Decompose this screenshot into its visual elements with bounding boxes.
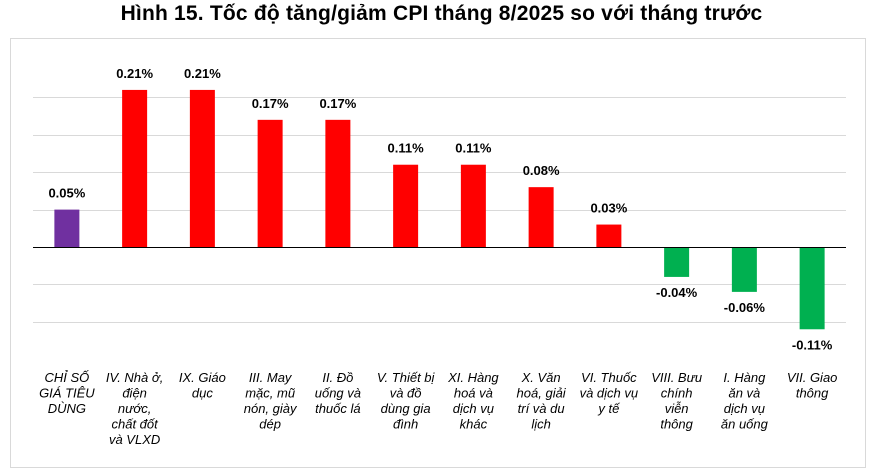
category-label-line: và dịch vụ xyxy=(580,386,639,401)
category-label-line: chính xyxy=(661,386,693,401)
category-label-11: I. Hàng ăn và dịch vụ ăn uống xyxy=(721,370,769,432)
data-label-10: -0.04% xyxy=(656,285,698,300)
data-label-11: -0.06% xyxy=(724,300,766,315)
data-label-8: 0.08% xyxy=(523,163,560,178)
category-label-line: trí và du xyxy=(518,401,565,416)
bar-5 xyxy=(325,119,351,247)
category-label-line: uống và xyxy=(315,386,361,401)
category-label-line: ăn uống xyxy=(721,417,769,432)
category-label-line: và VLXD xyxy=(109,432,160,447)
bar-1 xyxy=(54,209,80,247)
category-label-line: DÙNG xyxy=(48,401,86,416)
plot-area-frame xyxy=(10,38,866,468)
data-label-9: 0.03% xyxy=(590,201,627,216)
category-label-line: dịch vụ xyxy=(724,401,765,416)
data-label-1: 0.05% xyxy=(48,186,85,201)
category-label-line: nón, giày xyxy=(244,401,298,416)
category-label-line: nước, xyxy=(118,401,151,416)
category-label-line: dịch vụ xyxy=(453,401,494,416)
bar-7 xyxy=(460,164,486,247)
data-label-5: 0.17% xyxy=(319,96,356,111)
category-label-3: IX. Giáo dục xyxy=(179,370,226,401)
category-label-line: chất đốt xyxy=(111,417,159,432)
category-label-10: VIII. Bưu chính viễn thông xyxy=(651,370,702,432)
category-label-line: hoá, giải xyxy=(517,386,567,401)
category-label-line: II. Đồ xyxy=(322,370,353,385)
bar-11 xyxy=(731,247,757,292)
category-label-line: VII. Giao xyxy=(787,370,838,385)
category-label-line: dép xyxy=(259,417,281,432)
category-label-line: ăn và xyxy=(728,386,760,401)
category-label-line: lịch xyxy=(531,417,551,432)
category-label-line: khác xyxy=(460,417,488,432)
category-label-6: V. Thiết bị và đồ dùng gia đình xyxy=(377,370,436,432)
bar-12 xyxy=(799,247,825,330)
data-label-2: 0.21% xyxy=(116,66,153,81)
bar-4 xyxy=(257,119,283,247)
category-label-4: III. May mặc, mũ nón, giày dép xyxy=(244,370,298,432)
category-label-12: VII. Giao thông xyxy=(787,370,838,401)
category-label-line: XI. Hàng xyxy=(447,370,499,385)
category-label-line: I. Hàng xyxy=(723,370,766,385)
category-label-1: CHỈ SỐ GIÁ TIÊU DÙNG xyxy=(39,370,95,416)
category-label-line: thông xyxy=(660,417,693,432)
category-label-line: thuốc lá xyxy=(315,401,361,416)
category-label-line: viễn xyxy=(665,401,689,416)
bar-6 xyxy=(393,164,419,247)
category-label-line: và đồ xyxy=(390,386,422,401)
category-label-line: điện xyxy=(122,386,147,401)
bar-2 xyxy=(122,89,148,247)
category-label-9: VI. Thuốc và dịch vụ y tế xyxy=(580,370,639,416)
category-label-line: dùng gia xyxy=(381,401,431,416)
category-label-line: VI. Thuốc xyxy=(581,370,637,385)
category-label-line: V. Thiết bị xyxy=(377,370,436,385)
category-label-line: thông xyxy=(796,386,829,401)
category-label-7: XI. Hàng hoá và dịch vụ khác xyxy=(447,370,499,432)
category-label-line: dục xyxy=(192,386,213,401)
category-label-line: X. Văn xyxy=(521,370,561,385)
bar-3 xyxy=(189,89,215,247)
category-label-line: III. May xyxy=(249,370,293,385)
bar-8 xyxy=(528,187,554,247)
category-label-line: IX. Giáo xyxy=(179,370,226,385)
data-label-6: 0.11% xyxy=(388,141,425,156)
category-label-5: II. Đồ uống và thuốc lá xyxy=(315,370,361,416)
category-label-8: X. Văn hoá, giải trí và du lịch xyxy=(517,370,567,432)
category-label-line: y tế xyxy=(597,401,620,416)
bar-9 xyxy=(596,224,622,247)
category-label-line: IV. Nhà ở, xyxy=(106,370,163,385)
category-label-2: IV. Nhà ở, điện nước, chất đốt và VLXD xyxy=(106,370,163,447)
category-label-line: hoá và xyxy=(454,386,493,401)
data-label-4: 0.17% xyxy=(252,96,289,111)
data-label-12: -0.11% xyxy=(792,337,833,352)
chart-title: Hình 15. Tốc độ tăng/giảm CPI tháng 8/20… xyxy=(120,2,763,25)
data-label-3: 0.21% xyxy=(184,66,221,81)
category-label-line: CHỈ SỐ xyxy=(44,370,89,385)
data-label-7: 0.11% xyxy=(455,141,492,156)
category-label-line: VIII. Bưu xyxy=(651,370,702,385)
bar-10 xyxy=(664,247,690,277)
category-label-line: mặc, mũ xyxy=(245,386,295,401)
category-label-line: GIÁ TIÊU xyxy=(39,386,95,401)
category-label-line: đình xyxy=(393,417,418,432)
